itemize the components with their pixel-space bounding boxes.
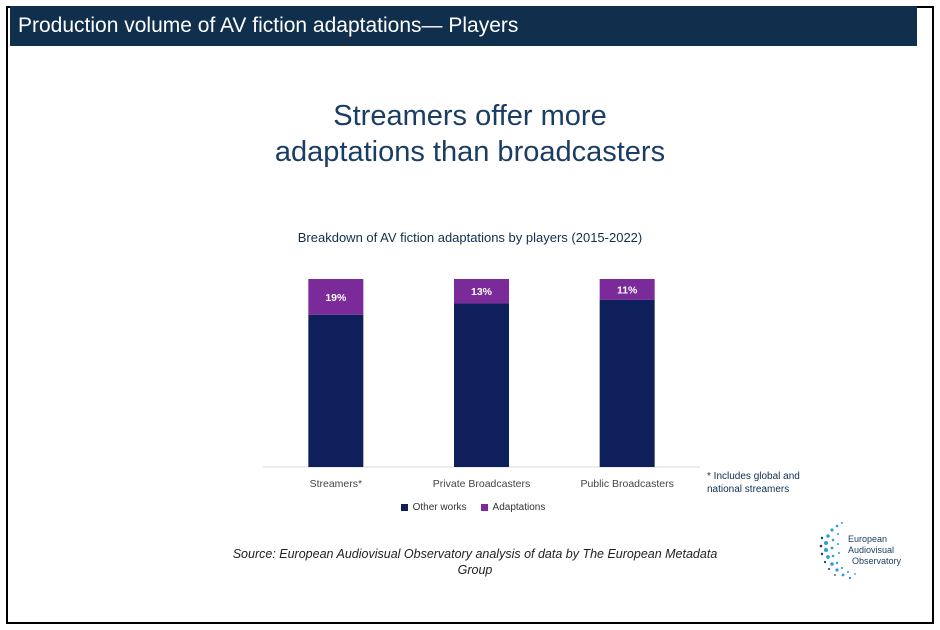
legend-item-adaptations: Adaptations <box>480 502 546 513</box>
data-label-0: 19% <box>325 292 347 304</box>
footnote-line-2: national streamers <box>707 484 790 495</box>
footnote: * Includes global and national streamers <box>707 470 827 496</box>
bar-other-works-1 <box>454 303 509 467</box>
legend-item-other-works: Other works <box>400 502 467 513</box>
legend-label-adaptations: Adaptations <box>492 502 546 513</box>
observatory-logo-text: European Audiovisual Observatory <box>848 534 901 567</box>
headline-line-1: Streamers offer more <box>333 100 607 132</box>
logo-line-2: Audiovisual <box>848 545 895 555</box>
slide-title: Production volume of AV fiction adaptati… <box>18 14 519 37</box>
legend-swatch-adaptations <box>480 504 488 511</box>
footnote-line-1: * Includes global and <box>707 471 800 482</box>
category-label-2: Public Broadcasters <box>580 478 673 490</box>
logo-line-3: Observatory <box>852 556 902 566</box>
chart-title: Breakdown of AV fiction adaptations by p… <box>297 230 643 245</box>
bar-other-works-2 <box>599 299 655 467</box>
data-label-2: 11% <box>617 284 638 296</box>
category-label-1: Private Broadcasters <box>433 478 530 490</box>
slide-header: Production volume of AV fiction adaptati… <box>10 6 917 46</box>
headline-line-2: adaptations than broadcasters <box>274 136 666 168</box>
source-line-2: Group <box>457 563 493 577</box>
logo-line-1: European <box>848 534 888 544</box>
category-label-0: Streamers* <box>310 478 363 490</box>
headline: Streamers offer more adaptations than br… <box>0 98 940 170</box>
bar-adaptations-1 <box>454 279 509 304</box>
legend-label-other-works: Other works <box>412 502 467 513</box>
source-line-1: Source: European Audiovisual Observatory… <box>232 547 718 561</box>
bar-adaptations-0 <box>308 279 364 315</box>
source-note: Source: European Audiovisual Observatory… <box>195 546 755 578</box>
observatory-logo-icon <box>819 522 856 580</box>
bar-adaptations-2 <box>599 279 655 300</box>
bar-other-works-0 <box>308 314 364 467</box>
chart-legend: Other works Adaptations <box>0 502 940 513</box>
data-label-1: 13% <box>471 286 493 298</box>
legend-swatch-other-works <box>400 504 408 511</box>
